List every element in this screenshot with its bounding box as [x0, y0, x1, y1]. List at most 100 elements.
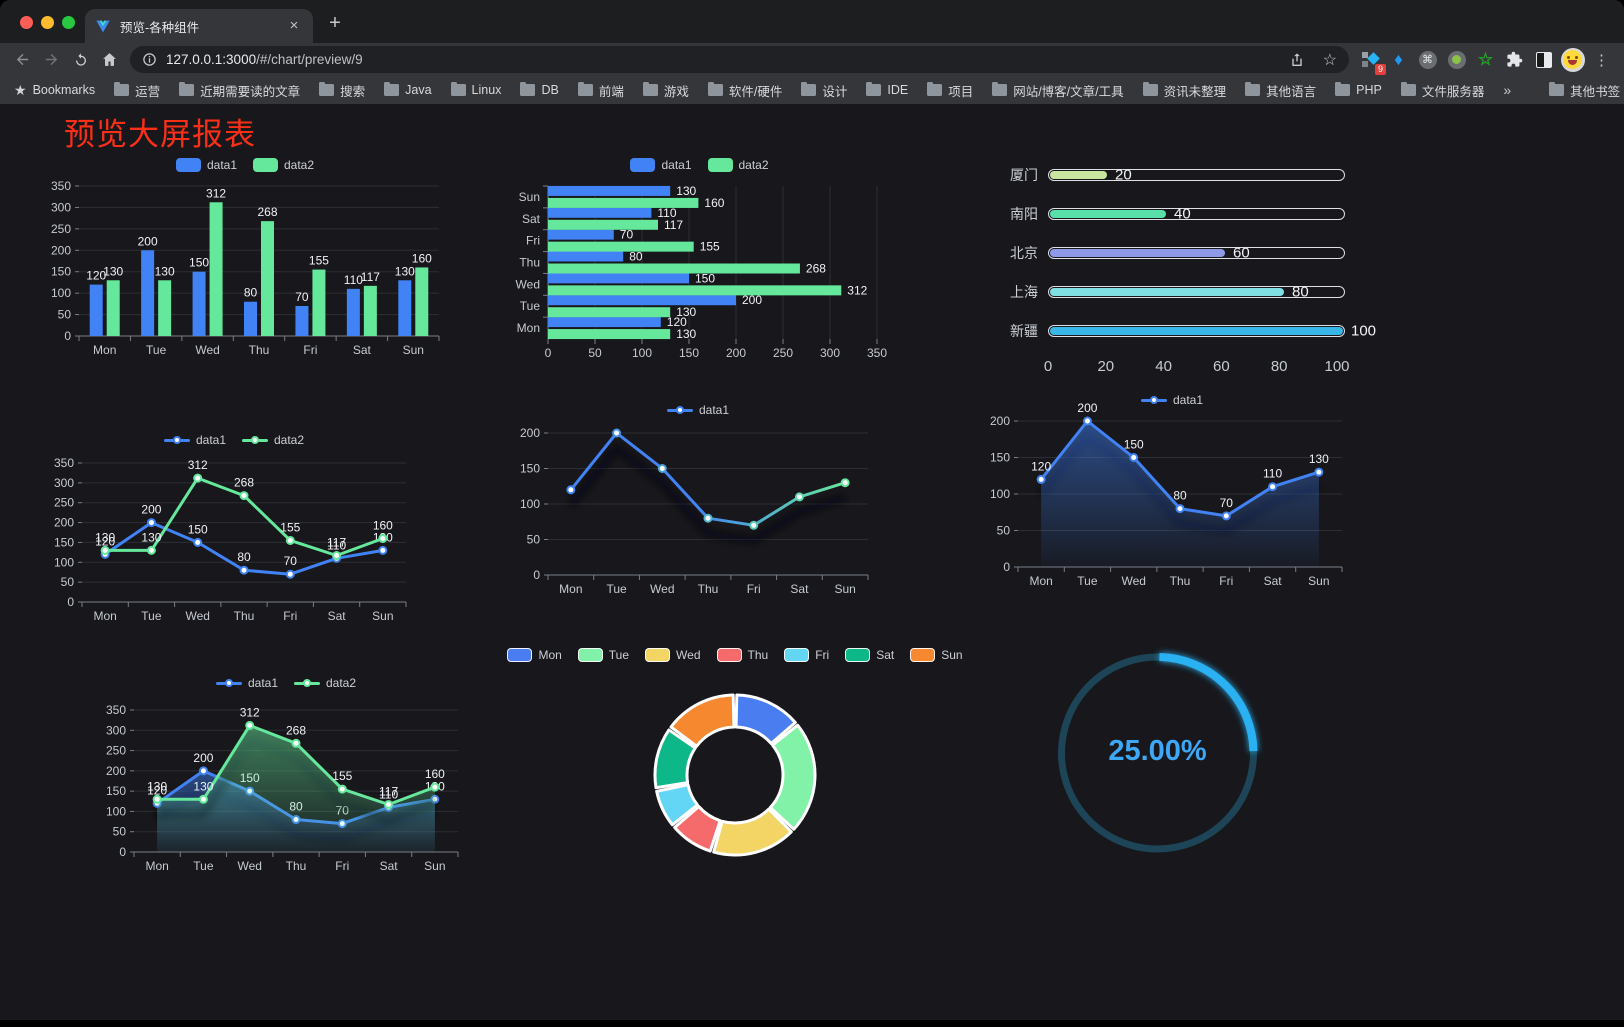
other-bookmarks-item[interactable]: 其他书签	[1549, 81, 1620, 100]
bookmarks-overflow-chevron[interactable]: »	[1503, 82, 1512, 98]
bar[interactable]	[192, 271, 206, 336]
bookmark-folder[interactable]: DB	[520, 81, 559, 97]
bar[interactable]	[106, 280, 120, 336]
url-bar[interactable]: 127.0.0.1:3000/#/chart/preview/9 ☆	[130, 46, 1349, 73]
bookmark-folder[interactable]: 软件/硬件	[707, 81, 782, 100]
data-point[interactable]	[612, 428, 622, 438]
pie-slice-Sat[interactable]	[653, 728, 697, 790]
legend-item[interactable]: data2	[707, 158, 769, 172]
data-point[interactable]	[245, 720, 255, 730]
reload-button[interactable]	[66, 45, 95, 74]
pie-slice-Wed[interactable]	[712, 807, 793, 857]
bar[interactable]	[548, 285, 842, 296]
gem-extension-icon[interactable]: ♦	[1394, 49, 1403, 69]
pie-slice-Tue[interactable]	[768, 723, 817, 831]
legend-item[interactable]: Wed	[645, 648, 701, 662]
data-point[interactable]	[1175, 504, 1185, 514]
bookmark-folder[interactable]: 搜索	[319, 81, 365, 100]
bar[interactable]	[398, 280, 412, 336]
data-point[interactable]	[285, 535, 295, 545]
data-point[interactable]	[378, 533, 388, 543]
bookmark-folder[interactable]: 其他语言	[1245, 81, 1316, 100]
data-point[interactable]	[794, 492, 804, 502]
pie-slice-Fri[interactable]	[655, 783, 699, 827]
data-point[interactable]	[146, 518, 156, 528]
bar[interactable]	[89, 284, 103, 336]
bar[interactable]	[548, 317, 661, 328]
data-point[interactable]	[193, 473, 203, 483]
browser-menu-icon[interactable]: ⋮	[1594, 51, 1609, 69]
bar[interactable]	[261, 221, 274, 336]
data-point[interactable]	[239, 565, 249, 575]
bookmark-folder[interactable]: Linux	[450, 81, 501, 97]
data-point[interactable]	[840, 478, 850, 488]
bookmark-folder[interactable]: 设计	[801, 81, 847, 100]
legend-item[interactable]: data2	[253, 158, 314, 172]
bar[interactable]	[548, 263, 800, 274]
dark-mode-extension-icon[interactable]	[1529, 45, 1558, 74]
legend-item[interactable]: data2	[294, 676, 356, 690]
home-button[interactable]	[95, 45, 124, 74]
data-point[interactable]	[1129, 453, 1139, 462]
legend-item[interactable]: Sun	[910, 648, 963, 662]
bookmarks-manager-item[interactable]: ★ Bookmarks	[14, 81, 96, 98]
bookmark-folder[interactable]: 游戏	[642, 81, 689, 100]
back-button[interactable]	[8, 45, 37, 74]
proxy-extension-icon[interactable]: 9	[1355, 45, 1386, 75]
legend-item[interactable]: data1	[630, 158, 692, 172]
share-icon[interactable]	[1289, 52, 1305, 68]
data-point[interactable]	[100, 545, 110, 555]
bar[interactable]	[158, 280, 172, 336]
close-window-button[interactable]	[20, 16, 33, 29]
data-point[interactable]	[1268, 482, 1278, 492]
data-point[interactable]	[291, 738, 301, 748]
legend-item[interactable]: Sat	[845, 648, 894, 662]
data-point[interactable]	[378, 545, 388, 555]
legend-item[interactable]: Mon	[507, 648, 562, 662]
bar[interactable]	[346, 288, 360, 336]
data-point[interactable]	[337, 784, 347, 794]
bar[interactable]	[548, 273, 689, 284]
legend-item[interactable]: data1	[163, 433, 226, 447]
data-point[interactable]	[285, 569, 295, 579]
legend-item[interactable]: data1	[666, 403, 729, 417]
data-point[interactable]	[1036, 474, 1046, 484]
legend-item[interactable]: data1	[1140, 393, 1203, 407]
bookmark-folder[interactable]: 资讯未整理	[1142, 81, 1226, 100]
pie-slice-Sun[interactable]	[669, 693, 736, 748]
forward-button[interactable]	[37, 45, 66, 74]
legend-item[interactable]: data2	[242, 433, 304, 447]
bar[interactable]	[548, 207, 652, 218]
legend-item[interactable]: Thu	[716, 648, 768, 662]
bar[interactable]	[548, 295, 736, 306]
data-point[interactable]	[332, 551, 342, 561]
data-point[interactable]	[1082, 416, 1092, 426]
bookmark-folder[interactable]: 前端	[577, 81, 624, 100]
bar[interactable]	[295, 306, 309, 336]
data-point[interactable]	[146, 545, 156, 555]
clipper-extension-icon[interactable]: ☆	[1477, 49, 1494, 69]
data-point[interactable]	[749, 520, 759, 530]
recorder-extension-icon[interactable]	[1442, 45, 1471, 74]
data-point[interactable]	[193, 537, 203, 547]
bar[interactable]	[548, 219, 658, 230]
bookmark-folder[interactable]: 运营	[114, 81, 160, 100]
bar[interactable]	[548, 185, 671, 196]
site-info-icon[interactable]	[142, 52, 157, 67]
bookmark-folder[interactable]: 项目	[927, 81, 973, 100]
fullscreen-window-button[interactable]	[62, 16, 75, 29]
bar[interactable]	[415, 267, 429, 336]
bar[interactable]	[548, 229, 614, 240]
bookmark-folder[interactable]: 文件服务器	[1400, 81, 1484, 100]
bookmark-folder[interactable]: 网站/博客/文章/工具	[992, 81, 1124, 100]
bar[interactable]	[548, 197, 699, 208]
bar[interactable]	[312, 269, 326, 336]
bookmark-folder[interactable]: Java	[384, 81, 432, 97]
data-point[interactable]	[198, 794, 208, 804]
new-tab-button[interactable]: +	[329, 12, 341, 34]
bar[interactable]	[141, 250, 155, 336]
bookmark-folder[interactable]: PHP	[1335, 81, 1382, 97]
profile-avatar[interactable]	[1558, 45, 1587, 74]
bar[interactable]	[548, 251, 624, 262]
legend-item[interactable]: Fri	[784, 648, 829, 662]
